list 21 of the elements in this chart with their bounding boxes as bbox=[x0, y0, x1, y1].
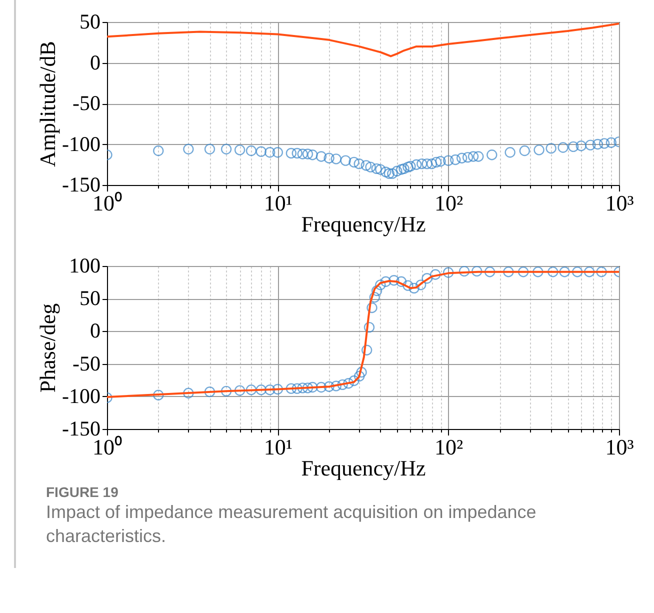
x-tick-label: 10² bbox=[434, 190, 464, 216]
x-axis-title: Frequency/Hz bbox=[301, 212, 426, 236]
y-axis-title: Phase/deg bbox=[35, 303, 60, 393]
caption: FIGURE 19 bbox=[46, 484, 120, 500]
x-tick-label: 10³ bbox=[605, 434, 634, 460]
y-tick-label: -50 bbox=[72, 351, 100, 376]
x-axis-title: Frequency/Hz bbox=[301, 456, 426, 480]
y-axis-title: Amplitude/dB bbox=[35, 41, 60, 167]
y-tick-label: -50 bbox=[72, 91, 100, 115]
x-tick-label: 10¹ bbox=[264, 190, 292, 216]
y-tick-label: 100 bbox=[69, 254, 100, 278]
x-tick-label: 10³ bbox=[605, 190, 634, 216]
x-tick-label: 10² bbox=[434, 434, 464, 460]
y-tick-label: 0 bbox=[90, 50, 100, 74]
y-tick-label: -100 bbox=[62, 384, 100, 408]
y-tick-label: 50 bbox=[80, 10, 100, 34]
x-tick-label: 10¹ bbox=[264, 434, 292, 460]
y-tick-label: -100 bbox=[62, 132, 100, 156]
text: Impact of impedance measurement acquisition on impedance characteristics. bbox=[46, 501, 538, 548]
y-tick-label: 0 bbox=[90, 318, 100, 343]
y-tick-label: 50 bbox=[80, 286, 100, 310]
